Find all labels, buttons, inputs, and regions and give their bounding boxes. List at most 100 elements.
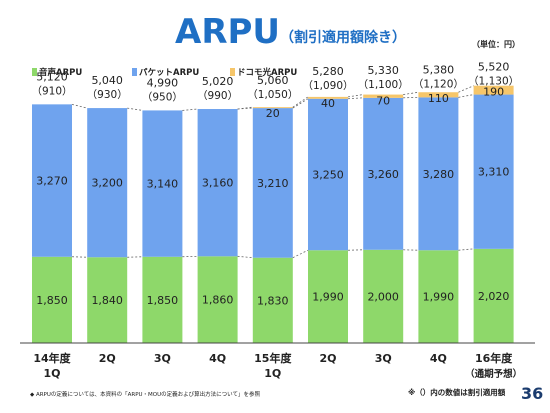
page-title: ARPU xyxy=(175,12,281,52)
unit-label: （単位：円） xyxy=(472,40,520,49)
legend-label-packet: パケットARPU xyxy=(139,68,200,78)
bar-packet xyxy=(473,94,514,249)
data-label-packet: 3,160 xyxy=(202,177,234,190)
bar-voice xyxy=(252,257,293,343)
discount-label: （1,100） xyxy=(358,79,409,91)
footnote: ◆ ARPUの定義については、本資料の「ARPU・MOUの定義および算出方法につ… xyxy=(30,392,260,398)
bar-packet xyxy=(142,110,183,257)
data-label-voice: 2,020 xyxy=(478,290,510,303)
connector-line xyxy=(237,106,253,110)
bar-voice xyxy=(418,250,459,343)
discount-label: （930） xyxy=(87,89,128,101)
legend-swatch-hikari xyxy=(230,68,235,76)
total-label: 5,120 xyxy=(36,70,68,83)
data-label-hikari: 40 xyxy=(321,97,335,110)
data-label-packet: 3,260 xyxy=(367,168,399,181)
data-label-packet: 3,200 xyxy=(91,177,123,190)
x-tick-label: 1Q xyxy=(43,367,60,380)
bar-packet xyxy=(87,108,128,258)
total-label: 5,060 xyxy=(257,74,289,87)
data-label-packet: 3,280 xyxy=(423,168,455,181)
connector-line xyxy=(127,107,143,111)
bar-packet xyxy=(418,97,459,251)
data-label-voice: 1,990 xyxy=(312,291,344,304)
bar-hikari xyxy=(363,94,404,98)
total-label: 5,040 xyxy=(91,74,123,87)
connector-line xyxy=(458,85,474,93)
x-tick-label: 16年度 xyxy=(475,351,513,365)
legend-label-hikari: ドコモ光ARPU xyxy=(237,68,298,78)
connector-line xyxy=(458,248,474,251)
connector-line xyxy=(292,249,309,259)
discount-label: （1,090） xyxy=(302,80,353,92)
connector-line xyxy=(237,107,253,110)
discount-label: （990） xyxy=(197,90,238,102)
total-label: 4,990 xyxy=(147,76,179,89)
data-label-voice: 2,000 xyxy=(367,290,399,303)
connector-line xyxy=(347,94,364,98)
page-subtitle: （割引適用額除き） xyxy=(280,30,406,46)
data-label-voice: 1,830 xyxy=(257,294,289,307)
x-tick-label: 2Q xyxy=(99,352,116,365)
legend-swatch-voice xyxy=(32,68,37,76)
data-label-voice: 1,990 xyxy=(423,291,455,304)
legend-item-packet: パケットARPU xyxy=(132,66,199,78)
bar-voice xyxy=(32,256,72,343)
x-tick-label: 1Q xyxy=(264,367,281,380)
page-number: 36 xyxy=(521,384,544,403)
x-tick-label: 14年度 xyxy=(33,351,71,365)
data-label-voice: 1,850 xyxy=(36,294,68,307)
bar-voice xyxy=(473,248,514,343)
connector-line xyxy=(347,97,364,100)
bar-voice xyxy=(197,256,238,343)
bar-hikari xyxy=(308,96,348,99)
data-label-hikari: 20 xyxy=(266,107,280,120)
data-label-packet: 3,250 xyxy=(312,169,344,182)
discount-note: ※（）内の数値は割引適用額 xyxy=(408,388,506,397)
x-tick-label: 4Q xyxy=(430,352,447,365)
bar-packet xyxy=(363,97,404,250)
total-label: 5,280 xyxy=(312,65,344,78)
data-label-voice: 1,860 xyxy=(202,294,234,307)
data-label-packet: 3,210 xyxy=(257,177,289,190)
bar-packet xyxy=(252,108,293,258)
data-label-packet: 3,270 xyxy=(36,175,68,188)
connector-line xyxy=(292,98,309,109)
legend-label-voice: 音声ARPU xyxy=(39,68,83,78)
connector-line xyxy=(292,96,309,108)
bar-voice xyxy=(87,257,128,343)
connector-line xyxy=(458,94,474,98)
discount-label: （1,050） xyxy=(247,89,298,101)
connector-line xyxy=(237,255,253,259)
total-label: 5,020 xyxy=(202,75,234,88)
data-label-hikari: 190 xyxy=(483,86,504,99)
bar-packet xyxy=(197,109,238,257)
data-label-hikari: 70 xyxy=(376,95,390,108)
connector-line xyxy=(403,91,419,95)
data-label-voice: 1,840 xyxy=(91,294,123,307)
discount-label: （950） xyxy=(142,91,183,103)
discount-label: （1,120） xyxy=(413,78,464,90)
bar-packet xyxy=(308,98,348,251)
discount-label: （910） xyxy=(31,85,72,97)
total-label: 5,330 xyxy=(367,64,399,77)
data-label-packet: 3,140 xyxy=(147,178,179,191)
x-tick-label: 2Q xyxy=(319,352,336,365)
connector-line xyxy=(71,103,88,109)
discount-label: （1,130） xyxy=(468,76,519,88)
total-label: 5,380 xyxy=(423,63,455,76)
total-label: 5,520 xyxy=(478,61,510,74)
data-label-voice: 1,850 xyxy=(147,294,179,307)
bar-voice xyxy=(142,256,183,343)
data-label-hikari: 110 xyxy=(428,92,449,105)
x-tick-label: 15年度 xyxy=(254,351,292,365)
connector-line xyxy=(182,108,198,111)
bar-hikari xyxy=(418,92,459,98)
header: ARPU （割引適用額除き） （単位：円） xyxy=(0,0,550,60)
bar-hikari xyxy=(473,85,514,95)
legend-item-voice: 音声ARPU xyxy=(32,66,82,78)
bar-packet xyxy=(32,104,72,257)
data-label-packet: 3,310 xyxy=(478,166,510,179)
bar-voice xyxy=(308,250,348,343)
